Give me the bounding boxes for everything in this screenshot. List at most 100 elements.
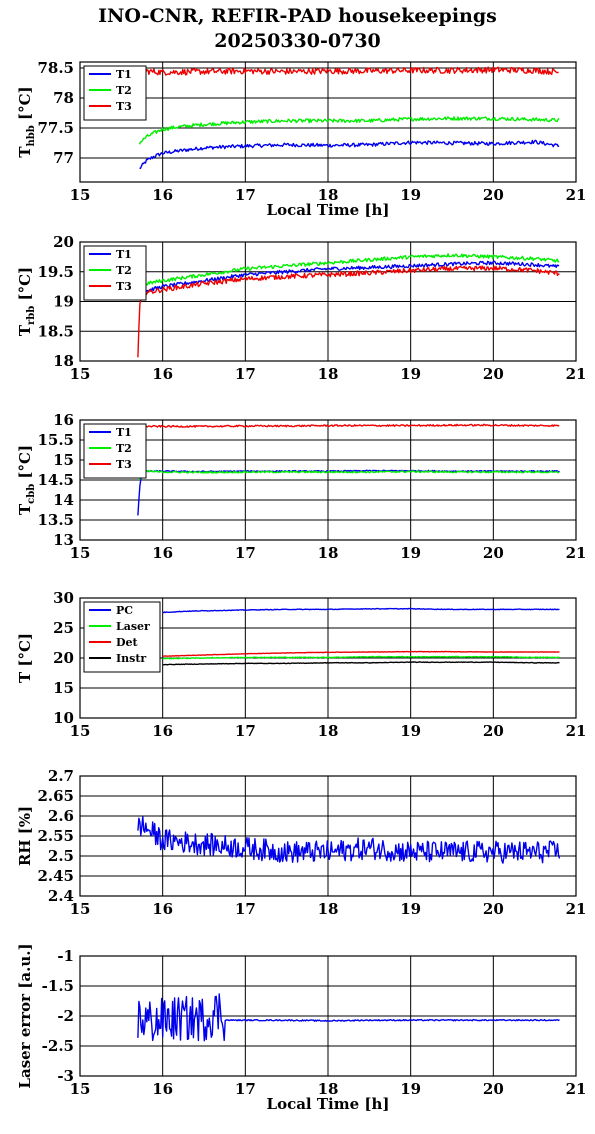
chart-panel-5: 15 16 17 18 19 20 21 2.4 2.45 2.5 2.55 2.6 2.65 2.7 RH… [16,767,586,918]
x-tick-label: 17 [235,1080,256,1098]
series-line-t3 [137,265,560,358]
y-axis-label: Trbb [°C] [16,267,37,336]
series-line-1 [137,993,560,1042]
x-tick-label: 21 [566,900,587,918]
y-tick-label: -1.5 [42,977,74,995]
x-tick-label: 20 [483,900,504,918]
title-line-2: 20250330-0730 [214,30,381,52]
x-tick-label: 19 [400,900,421,918]
legend-label: Det [116,636,139,649]
x-tick-label: 17 [235,544,256,562]
y-tick-label: 16 [53,411,74,429]
y-tick-label: 2.5 [48,847,74,865]
x-tick-label: 18 [318,186,339,204]
series-line-det [162,650,560,657]
legend-label: Laser [116,620,150,633]
x-tick-label: 19 [400,722,421,740]
x-tick-label: 21 [566,186,587,204]
legend: PC Laser Det Instr [83,601,161,673]
y-tick-label: 78.5 [37,59,74,77]
y-tick-label: 2.4 [48,887,74,905]
y-tick-label: -2 [57,1007,74,1025]
x-tick-label: 16 [152,722,173,740]
x-tick-label: 15 [70,900,91,918]
x-tick-label: 19 [400,365,421,383]
plot-frame [79,775,577,897]
y-tick-label: 20 [53,233,74,251]
plot-frame [79,61,577,183]
x-tick-label: 18 [318,722,339,740]
series-line-t3 [139,423,560,428]
y-tick-label: 25 [53,619,74,637]
legend-label: T2 [116,442,132,455]
y-tick-label: -2.5 [42,1037,74,1055]
legend-label: T2 [116,264,132,277]
y-tick-label: 10 [53,709,74,727]
title-line-1: INO-CNR, REFIR-PAD housekeepings [98,5,497,27]
legend: T1 T2 T3 [83,245,147,301]
legend-label: T3 [116,280,132,293]
x-tick-label: 18 [318,900,339,918]
y-tick-label: 30 [53,589,74,607]
x-tick-label: 16 [152,1080,173,1098]
series-line-laser [162,655,560,660]
x-tick-label: 21 [566,544,587,562]
x-tick-label: 16 [152,900,173,918]
series-line-1 [137,816,561,864]
series-line-t1 [139,139,560,170]
series-line-t3 [141,66,559,76]
x-tick-label: 21 [566,1080,587,1098]
x-tick-label: 20 [483,365,504,383]
series-line-instr [162,661,560,666]
chart-panel-6: 15 16 17 18 19 20 21 -3 -2.5 -2 -1.5 -1 Laser error … [16,943,586,1113]
x-tick-label: 17 [235,365,256,383]
series-line-t2 [138,253,560,292]
x-tick-label: 20 [483,544,504,562]
y-tick-label: 14.5 [37,471,74,489]
y-tick-label: 18 [53,352,74,370]
plot-frame [79,419,577,541]
legend-label: PC [116,604,133,617]
chart-panel-3: 15 16 17 18 19 20 21 13 13.5 14 14.5 15 15.5 16 Tcbb [… [16,411,586,562]
y-tick-label: 19.5 [37,263,74,281]
x-axis-label: Local Time [h] [267,1095,390,1113]
legend-label: T1 [116,426,132,439]
y-tick-label: 13 [53,531,74,549]
legend: T1 T2 T3 [83,65,147,121]
x-tick-label: 15 [70,365,91,383]
series-line-t2 [138,116,560,145]
y-axis-label: RH [%] [16,806,34,866]
legend: T1 T2 T3 [83,423,147,479]
x-tick-label: 21 [566,365,587,383]
x-axis-label: Local Time [h] [267,201,390,219]
y-tick-label: 15.5 [37,431,74,449]
y-axis-label: Laser error [a.u.] [16,943,34,1088]
y-tick-label: 77 [53,149,74,167]
x-tick-label: 18 [318,544,339,562]
y-tick-label: 14 [53,491,74,509]
y-tick-label: 2.45 [37,867,74,885]
series-line-t1 [139,260,560,300]
y-tick-label: 18.5 [37,322,74,340]
x-tick-label: 16 [152,186,173,204]
y-tick-label: -3 [57,1067,74,1085]
y-tick-label: 2.55 [37,827,74,845]
y-tick-label: 2.7 [48,767,74,785]
x-tick-label: 16 [152,365,173,383]
x-tick-label: 20 [483,1080,504,1098]
chart-panel-2: 15 16 17 18 19 20 21 18 18.5 19 19.5 20 Trbb [°C] T1T… [16,233,586,383]
plot-frame [79,241,577,362]
x-tick-label: 15 [70,722,91,740]
y-axis-label: Tcbb [°C] [16,445,37,515]
y-tick-label: 2.65 [37,787,74,805]
x-tick-label: 17 [235,722,256,740]
x-tick-label: 18 [318,365,339,383]
x-tick-label: 20 [483,186,504,204]
y-tick-label: 19 [53,293,74,311]
x-tick-label: 16 [152,544,173,562]
y-axis-label: T [°C] [16,633,34,683]
plot-frame [79,955,577,1077]
series-line-t2 [138,469,560,481]
